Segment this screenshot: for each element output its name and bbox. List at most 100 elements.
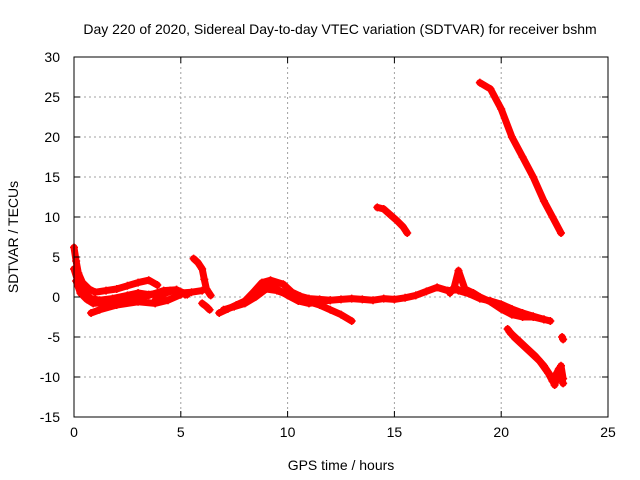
y-tick-label: 5 bbox=[52, 249, 60, 265]
data-point bbox=[144, 276, 153, 285]
data-point bbox=[454, 266, 463, 275]
data-point bbox=[379, 294, 388, 303]
grid bbox=[74, 57, 608, 417]
x-tick-label: 10 bbox=[280, 424, 296, 440]
data-point bbox=[304, 299, 313, 308]
data-point bbox=[272, 285, 281, 293]
data-point bbox=[326, 305, 335, 314]
data-point bbox=[144, 291, 153, 300]
data-point bbox=[279, 280, 288, 289]
data-point bbox=[557, 361, 566, 370]
x-tick-label: 5 bbox=[177, 424, 185, 440]
data-point bbox=[386, 210, 395, 219]
data-point bbox=[347, 294, 356, 303]
data-point bbox=[134, 278, 143, 287]
data-point bbox=[112, 301, 121, 309]
data-point bbox=[163, 296, 172, 305]
data-point bbox=[486, 297, 495, 305]
axis-ticks: 0 5 10 15 20 25 -15 -10 -5 0 5 10 15 20 25 30 bbox=[40, 49, 616, 440]
series-arc17 bbox=[476, 79, 565, 237]
data-point bbox=[531, 352, 540, 361]
data-point bbox=[102, 286, 111, 295]
data-point bbox=[283, 291, 292, 300]
data-point bbox=[401, 293, 410, 302]
data-point bbox=[450, 283, 459, 292]
x-axis-label: GPS time / hours bbox=[288, 457, 395, 473]
data-point bbox=[550, 381, 559, 389]
data-point bbox=[134, 297, 143, 306]
data-point bbox=[454, 286, 463, 295]
data-point bbox=[546, 371, 555, 380]
data-point bbox=[215, 309, 224, 317]
x-tick-label: 15 bbox=[387, 424, 403, 440]
data-point bbox=[89, 299, 98, 308]
x-tick-label: 20 bbox=[493, 424, 509, 440]
data-point bbox=[505, 328, 514, 337]
data-point bbox=[486, 85, 495, 93]
data-point bbox=[369, 296, 378, 305]
data-point bbox=[262, 281, 271, 289]
data-point bbox=[539, 361, 548, 370]
data-point bbox=[411, 291, 420, 300]
data-point bbox=[326, 296, 335, 305]
y-tick-label: 25 bbox=[44, 89, 60, 105]
data-point bbox=[390, 295, 399, 304]
data-point bbox=[198, 265, 207, 273]
data-point bbox=[559, 335, 568, 344]
data-point bbox=[514, 336, 523, 345]
data-point bbox=[112, 285, 121, 293]
data-point bbox=[507, 305, 516, 313]
data-point bbox=[358, 295, 367, 304]
data-point bbox=[172, 285, 181, 294]
data-point bbox=[315, 297, 324, 306]
data-point bbox=[97, 298, 106, 307]
y-tick-label: -15 bbox=[40, 409, 60, 425]
data-point bbox=[123, 281, 132, 290]
data-point bbox=[433, 283, 442, 292]
data-point bbox=[87, 309, 96, 317]
y-tick-label: 30 bbox=[44, 49, 60, 65]
data-point bbox=[202, 285, 211, 293]
data-point bbox=[518, 309, 527, 317]
data-point bbox=[392, 216, 401, 225]
data-point bbox=[91, 288, 100, 297]
data-point bbox=[337, 295, 345, 304]
data-point bbox=[153, 281, 162, 289]
data-point bbox=[347, 317, 356, 325]
data-point bbox=[251, 289, 260, 297]
data-point bbox=[82, 295, 91, 304]
data-point bbox=[266, 276, 275, 285]
y-tick-label: 10 bbox=[44, 209, 60, 225]
series-arc1 bbox=[70, 243, 161, 296]
data-point bbox=[475, 294, 484, 303]
data-point bbox=[76, 289, 85, 297]
data-point bbox=[373, 203, 382, 212]
data-point bbox=[465, 289, 474, 298]
data-point bbox=[529, 173, 538, 181]
data-point bbox=[403, 229, 412, 237]
data-point bbox=[198, 299, 207, 308]
y-tick-label: -5 bbox=[48, 329, 61, 345]
data-point bbox=[539, 197, 548, 205]
y-axis-label: SDTVAR / TECUs bbox=[5, 181, 21, 293]
data-point bbox=[337, 310, 345, 319]
data-point bbox=[548, 213, 557, 221]
data-point bbox=[230, 302, 239, 311]
data-traces bbox=[70, 78, 568, 389]
data-point bbox=[497, 300, 506, 309]
data-point bbox=[522, 344, 531, 353]
data-point bbox=[518, 153, 527, 161]
data-point bbox=[206, 291, 215, 300]
data-point bbox=[529, 312, 538, 321]
plot-frame bbox=[73, 56, 609, 418]
series-arc5 bbox=[151, 286, 189, 304]
data-point bbox=[379, 205, 388, 213]
data-point bbox=[539, 315, 548, 324]
data-point bbox=[398, 222, 407, 231]
data-point bbox=[546, 317, 555, 325]
data-point bbox=[475, 78, 484, 87]
data-point bbox=[497, 105, 506, 113]
x-tick-label: 25 bbox=[600, 424, 616, 440]
data-point bbox=[72, 257, 81, 265]
